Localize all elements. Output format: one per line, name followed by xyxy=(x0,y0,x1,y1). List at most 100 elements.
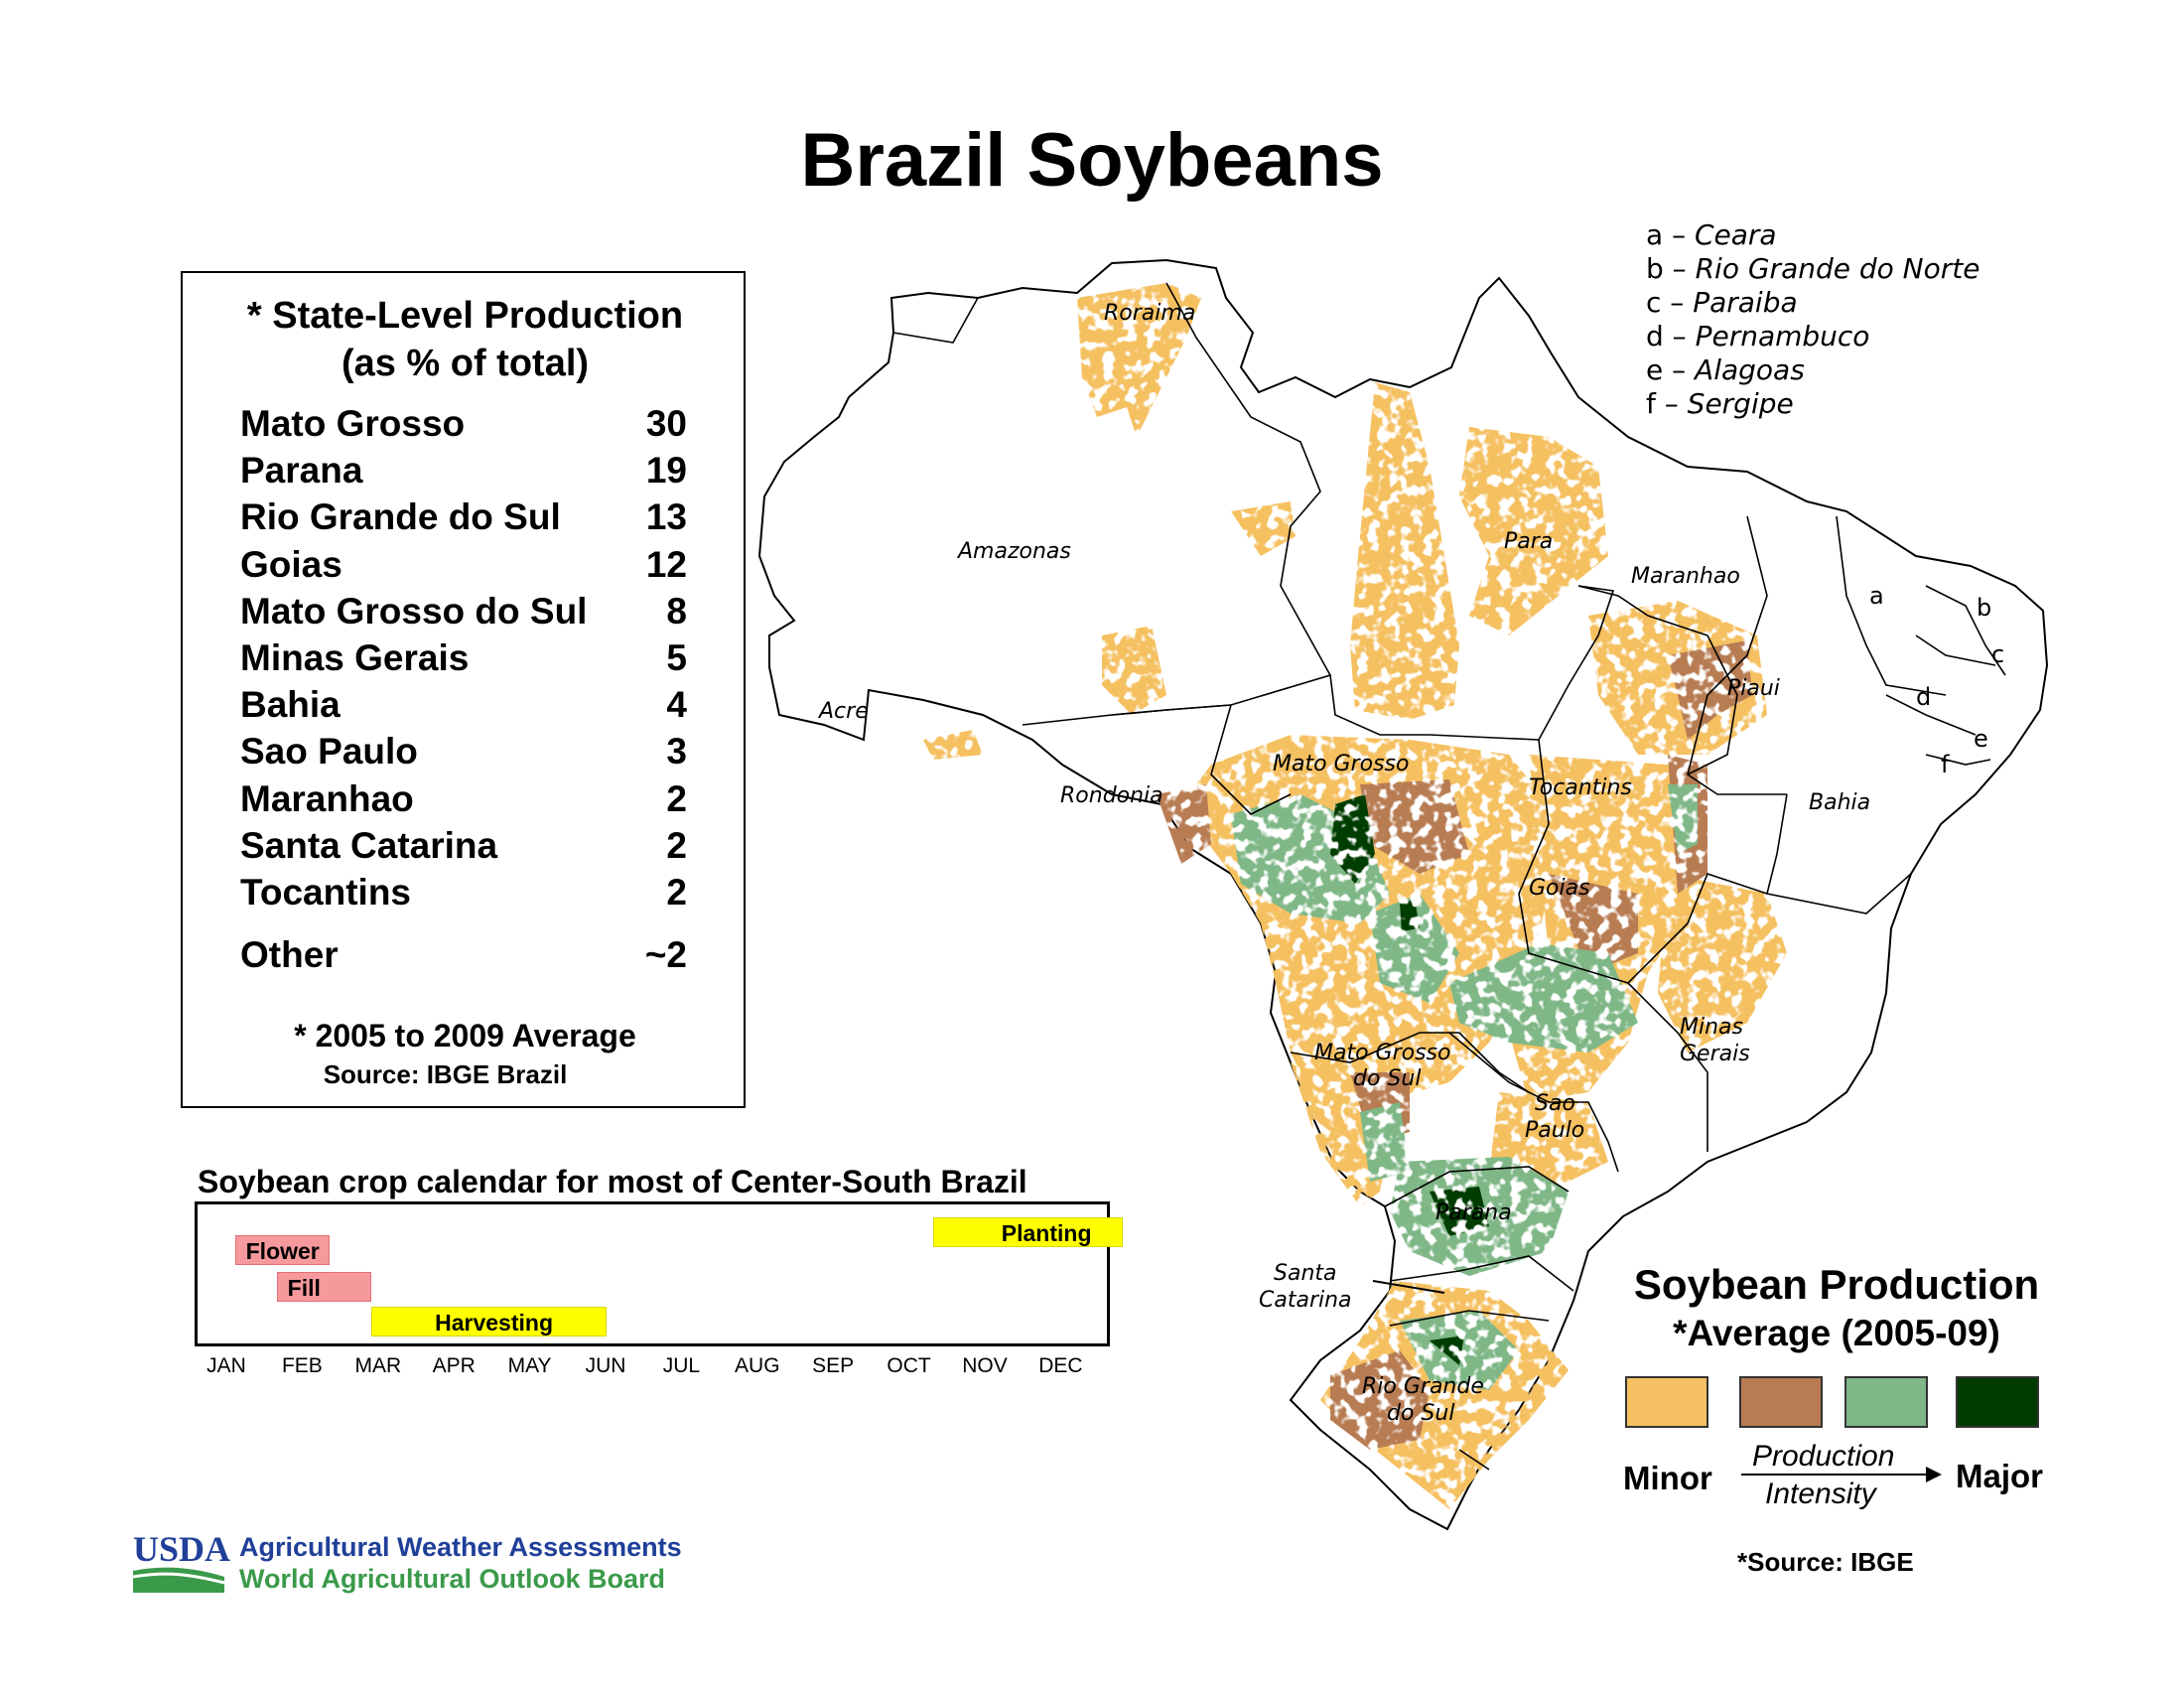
key-state: Rio Grande do Norte xyxy=(1695,252,1980,285)
letter-f: f xyxy=(1941,751,1950,778)
label-para: Para xyxy=(1504,529,1553,554)
production-value: 8 xyxy=(666,590,687,632)
legend-subtitle: *Average (2005-09) xyxy=(1673,1313,2000,1353)
calendar-month-label: OCT xyxy=(887,1354,931,1377)
production-value: 13 xyxy=(645,496,687,538)
key-entry: a – Ceara xyxy=(1646,218,1777,251)
label-mato-grosso-do-sul-2: do Sul xyxy=(1353,1066,1421,1091)
letter-e: e xyxy=(1974,725,1988,753)
patch-major xyxy=(1400,899,1420,931)
calendar-bar-fill: Fill xyxy=(276,1272,372,1302)
patch-medium xyxy=(1668,640,1752,740)
production-state: Other xyxy=(240,934,339,976)
production-row: Minas Gerais 5 xyxy=(240,637,687,683)
key-letter: e xyxy=(1646,353,1664,386)
label-santa-catarina-2: Catarina xyxy=(1259,1288,1352,1313)
production-state: Parana xyxy=(240,450,363,492)
calendar-month-label: JUN xyxy=(585,1354,626,1377)
label-rondonia: Rondonia xyxy=(1060,783,1163,808)
label-goias: Goias xyxy=(1529,876,1590,901)
production-table: * State-Level Production (as % of total)… xyxy=(181,271,746,1108)
patch-significant xyxy=(1668,784,1698,854)
production-state: Mato Grosso do Sul xyxy=(240,590,588,632)
patch-significant xyxy=(1449,943,1638,1053)
production-subheading: (as % of total) xyxy=(341,343,590,384)
letter-b: b xyxy=(1977,594,1991,622)
calendar-month-label: NOV xyxy=(962,1354,1008,1377)
label-maranhao: Maranhao xyxy=(1631,564,1740,589)
production-value: 30 xyxy=(645,403,687,444)
key-state: Sergipe xyxy=(1687,387,1794,420)
patch-minor xyxy=(1459,427,1608,635)
label-rio-grande-do-sul-1: Rio Grande xyxy=(1362,1374,1484,1399)
calendar-month-label: AUG xyxy=(735,1354,780,1377)
legend-intensity-line2: Intensity xyxy=(1765,1477,1876,1510)
production-value: 12 xyxy=(645,543,687,585)
page-title: Brazil Soybeans xyxy=(800,118,1384,203)
footer-line1: Agricultural Weather Assessments xyxy=(239,1532,682,1562)
letter-a: a xyxy=(1869,582,1884,610)
label-roraima: Roraima xyxy=(1104,301,1195,326)
production-row: Mato Grosso do Sul 8 xyxy=(240,591,687,636)
key-state: Pernambuco xyxy=(1695,320,1870,352)
key-entry: b – Rio Grande do Norte xyxy=(1646,252,1980,285)
legend-minor-label: Minor xyxy=(1623,1460,1712,1496)
production-value: 2 xyxy=(666,777,687,819)
calendar-month-label: DEC xyxy=(1038,1354,1083,1377)
legend-swatch-major xyxy=(1956,1376,2039,1428)
production-state: Minas Gerais xyxy=(240,637,470,678)
key-letter: a xyxy=(1646,218,1664,251)
production-value: 4 xyxy=(666,684,687,726)
label-minas-1: Minas xyxy=(1680,1015,1743,1040)
production-row: Other ~2 xyxy=(240,934,687,980)
patch-significant xyxy=(1370,894,1459,1003)
letter-c: c xyxy=(1991,640,2004,668)
production-row: Bahia 4 xyxy=(240,684,687,730)
label-sao-paulo-1: Sao xyxy=(1535,1091,1575,1116)
patch-major xyxy=(1330,794,1375,884)
patch-significant xyxy=(1360,1102,1410,1182)
label-piaui: Piaui xyxy=(1727,676,1780,701)
key-entry: e – Alagoas xyxy=(1646,353,1805,386)
patch-minor xyxy=(1231,501,1296,556)
legend-title: Soybean Production xyxy=(1633,1261,2040,1308)
production-row: Tocantins 2 xyxy=(240,872,687,917)
production-row: Parana 19 xyxy=(240,450,687,495)
patch-medium xyxy=(1330,1350,1430,1450)
calendar-bar-flower: Flower xyxy=(234,1235,331,1265)
calendar-month-label: MAY xyxy=(507,1354,552,1377)
key-entry: f – Sergipe xyxy=(1646,387,1794,420)
production-row: Santa Catarina 2 xyxy=(240,825,687,871)
key-state: Paraiba xyxy=(1693,286,1798,319)
production-row: Maranhao 2 xyxy=(240,778,687,824)
label-santa-catarina-1: Santa xyxy=(1274,1261,1337,1286)
key-entry: d – Pernambuco xyxy=(1646,320,1870,352)
patch-medium xyxy=(1549,874,1638,973)
key-letter: f xyxy=(1646,387,1656,420)
production-row: Mato Grosso 30 xyxy=(240,403,687,449)
calendar-bar-planting: Planting xyxy=(932,1217,1123,1247)
legend-swatch-significant xyxy=(1844,1376,1928,1428)
crop-calendar: Flower Fill Harvesting Planting xyxy=(195,1201,1123,1346)
key-letter: d xyxy=(1646,320,1664,352)
patch-minor xyxy=(923,730,983,760)
patch-medium xyxy=(1360,779,1469,874)
calendar-month-label: SEP xyxy=(812,1354,855,1377)
legend-arrow xyxy=(1741,1467,1942,1482)
production-state: Goias xyxy=(240,543,342,585)
production-state: Mato Grosso xyxy=(240,403,466,444)
key-state: Ceara xyxy=(1694,218,1777,251)
production-value: 2 xyxy=(666,824,687,866)
calendar-bar-harvesting: Harvesting xyxy=(371,1307,607,1336)
patch-minor xyxy=(1291,1062,1390,1206)
svg-text:USDA: USDA xyxy=(133,1529,230,1569)
patch-medium xyxy=(1157,784,1211,864)
legend-swatch-medium xyxy=(1739,1376,1823,1428)
calendar-month-label: JUL xyxy=(662,1354,701,1377)
production-state: Bahia xyxy=(240,684,341,726)
production-heading: * State-Level Production xyxy=(246,295,684,337)
production-value: 5 xyxy=(666,637,687,678)
label-parana: Parana xyxy=(1435,1200,1512,1225)
key-letter: b xyxy=(1646,252,1664,285)
label-mato-grosso-do-sul-1: Mato Grosso xyxy=(1314,1041,1450,1065)
